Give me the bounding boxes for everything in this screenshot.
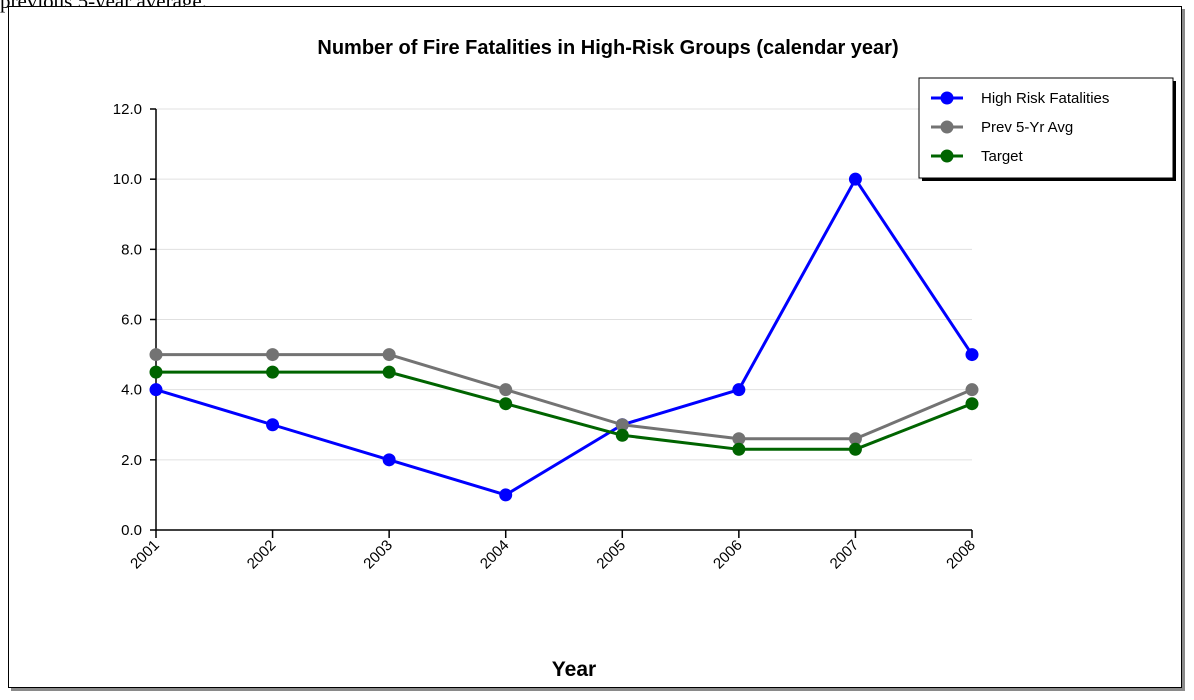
data-point (848, 172, 862, 186)
x-axis-ticks: 2001 2002 2003 2004 2005 2006 2007 2008 (127, 530, 979, 572)
data-point (499, 383, 513, 397)
x-tick-label: 2005 (593, 537, 629, 573)
truncated-paragraph-text: previous 5-year average. (0, 0, 207, 12)
series-line (156, 370, 973, 451)
x-axis-title: Year (552, 658, 596, 681)
x-tick-label: 2001 (127, 537, 163, 573)
data-point (149, 365, 163, 379)
gridlines (156, 108, 972, 461)
x-tick-label: 2006 (710, 537, 746, 573)
legend-label: Target (981, 148, 1024, 165)
x-tick-label: 2003 (360, 537, 396, 573)
legend-label: Prev 5-Yr Avg (981, 119, 1073, 136)
series-line (155, 177, 974, 497)
legend-entries: High Risk Fatalities Prev 5-Yr Avg Target (931, 90, 1109, 165)
chart-title: Number of Fire Fatalities in High-Risk G… (317, 37, 898, 59)
y-tick-label: 8.0 (121, 241, 142, 258)
y-tick-label: 10.0 (113, 171, 142, 188)
x-tick-label: 2002 (244, 537, 280, 573)
x-tick-label: 2008 (943, 537, 979, 573)
x-tick-label: 2007 (827, 537, 863, 573)
data-point (848, 442, 862, 456)
series-line (156, 353, 973, 441)
data-point (965, 397, 979, 411)
series-lines (149, 172, 979, 502)
data-point (266, 348, 280, 362)
data-point (965, 383, 979, 397)
y-tick-label: 6.0 (121, 312, 142, 329)
data-point (615, 428, 629, 442)
chart-panel: Number of Fire Fatalities in High-Risk G… (8, 6, 1182, 688)
x-tick-label: 2004 (477, 537, 513, 573)
data-point (382, 365, 396, 379)
legend-label: High Risk Fatalities (981, 90, 1109, 107)
data-point (382, 453, 396, 467)
data-point (499, 488, 513, 502)
legend-swatch-marker (940, 149, 954, 163)
data-point (266, 365, 280, 379)
data-point (615, 418, 629, 432)
y-tick-label: 2.0 (121, 452, 142, 469)
legend-swatch-marker (940, 120, 954, 134)
data-point (848, 432, 862, 446)
y-tick-label: 12.0 (113, 101, 142, 118)
data-point (266, 418, 280, 432)
legend-swatch-marker (940, 91, 954, 105)
data-point (732, 432, 746, 446)
data-point (499, 397, 513, 411)
line-chart: Number of Fire Fatalities in High-Risk G… (113, 37, 1176, 681)
data-point (732, 442, 746, 456)
data-point (382, 348, 396, 362)
y-tick-label: 4.0 (121, 382, 142, 399)
y-tick-label: 0.0 (121, 522, 142, 539)
data-point (732, 383, 746, 397)
legend: High Risk Fatalities Prev 5-Yr Avg Target (918, 77, 1176, 181)
data-point (149, 348, 163, 362)
data-point (149, 383, 163, 397)
data-point (965, 348, 979, 362)
y-axis-ticks: 0.0 2.0 4.0 6.0 8.0 10.0 12.0 (113, 101, 156, 539)
